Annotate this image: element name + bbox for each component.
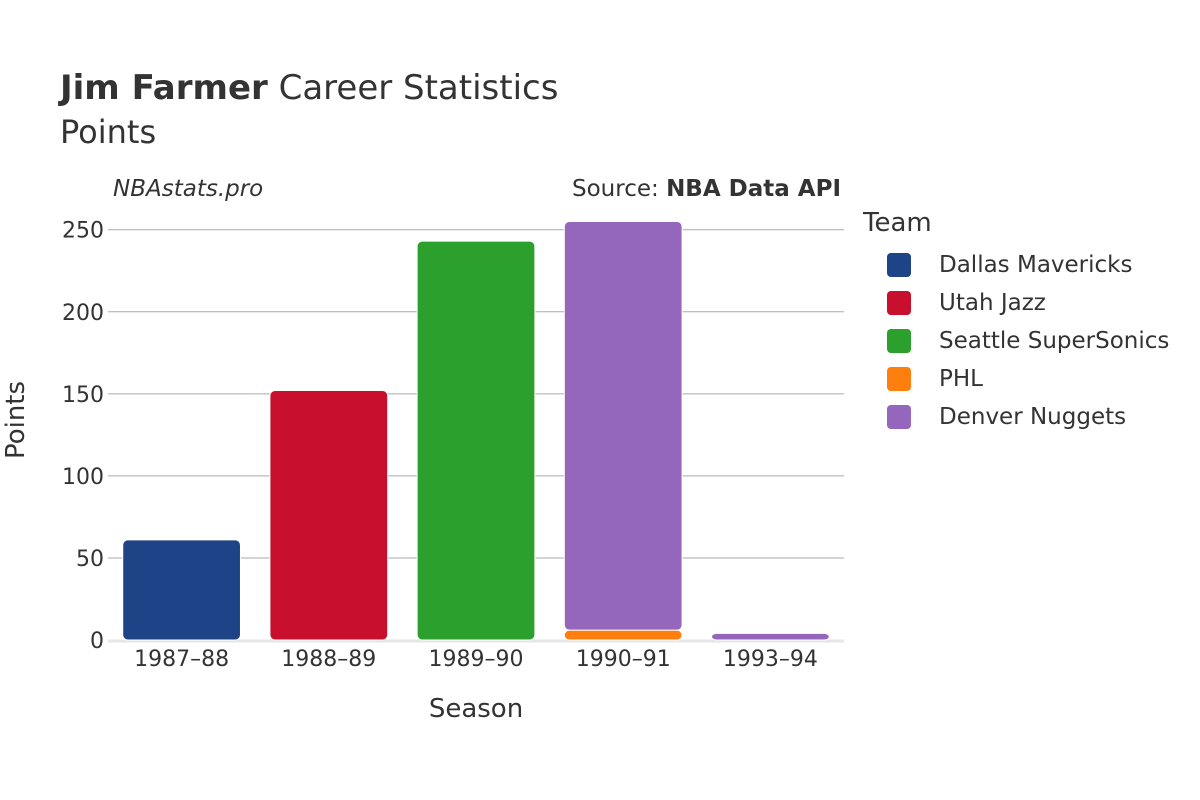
legend-item-phl[interactable]: PHL [863,360,1169,398]
legend-item-seattle-supersonics[interactable]: Seattle SuperSonics [863,322,1169,360]
legend-label: Dallas Mavericks [939,252,1133,278]
legend-label: Utah Jazz [939,290,1046,316]
source-credit: Source: NBA Data API [572,176,841,202]
legend-item-dallas-mavericks[interactable]: Dallas Mavericks [863,246,1169,284]
bar [563,220,683,631]
x-tick-label: 1988–89 [281,647,376,672]
x-tick-label: 1993–94 [723,647,818,672]
player-name: Jim Farmer [60,68,268,108]
source-prefix: Source: [572,176,667,202]
bar [711,632,830,641]
y-tick-label: 0 [90,629,104,654]
y-tick-label: 100 [62,465,104,490]
legend-item-utah-jazz[interactable]: Utah Jazz [863,284,1169,322]
legend-label: Denver Nuggets [939,404,1127,430]
y-tick-label: 150 [62,383,104,408]
chart-subtitle: Points [60,113,157,151]
legend-swatch [887,253,911,277]
legend-swatch [887,291,911,315]
legend-label: Seattle SuperSonics [939,328,1170,354]
legend: Team Dallas Mavericks Utah Jazz Seattle … [863,208,1169,436]
x-tick-label: 1989–90 [429,647,524,672]
y-tick-label: 200 [62,301,104,326]
legend-title: Team [863,208,932,238]
y-axis-title: Points [1,380,31,460]
legend-swatch [887,329,911,353]
x-axis-title: Season [428,694,524,724]
source-name: NBA Data API [666,176,841,202]
y-tick-label: 250 [62,219,104,244]
chart-title: Jim Farmer Career Statistics [60,66,558,110]
bar [122,539,241,641]
y-tick-label: 50 [76,547,104,572]
legend-swatch [887,367,911,391]
legend-item-denver-nuggets[interactable]: Denver Nuggets [863,398,1169,436]
x-tick-label: 1990–91 [576,647,671,672]
title-suffix: Career Statistics [267,68,559,108]
bar [416,240,536,641]
chart-title-block: Jim Farmer Career Statistics Points [60,66,558,154]
bar [563,629,683,641]
legend-label: PHL [939,366,983,392]
legend-swatch [887,405,911,429]
bar [269,390,389,641]
watermark: NBAstats.pro [113,176,264,202]
x-tick-label: 1987–88 [134,647,229,672]
